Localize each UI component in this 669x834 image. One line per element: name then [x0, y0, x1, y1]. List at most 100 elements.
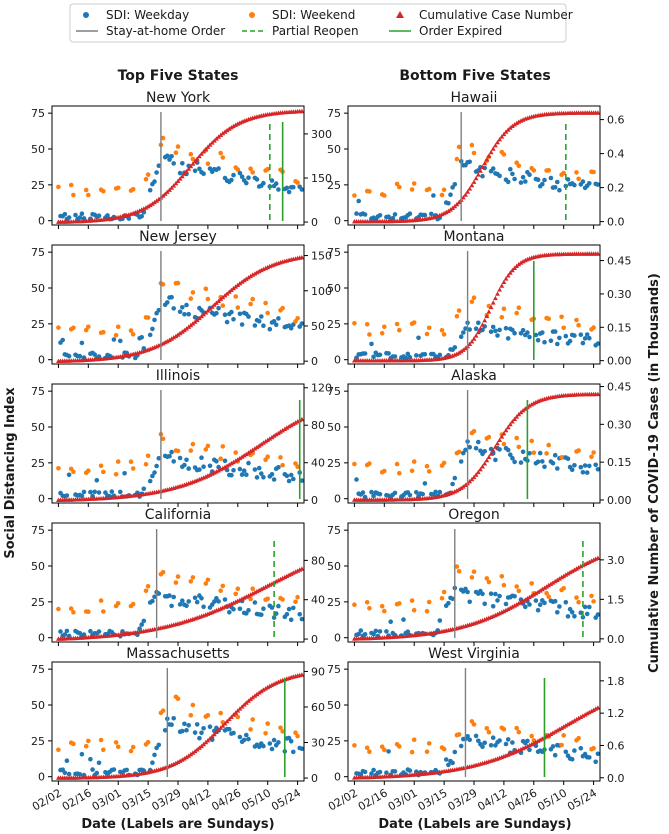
weekend-point — [529, 733, 534, 739]
weekend-point — [113, 332, 119, 338]
case-point — [482, 318, 488, 323]
weekend-point — [145, 453, 151, 459]
weekday-point — [154, 463, 159, 469]
weekday-point — [467, 159, 473, 165]
weekday-point — [201, 464, 206, 470]
weekday-point — [244, 732, 249, 738]
weekend-point — [145, 584, 151, 589]
weekend-point — [471, 295, 477, 301]
weekday-point — [239, 322, 245, 327]
weekday-point — [171, 306, 176, 311]
sdi-tick-label: 50 — [31, 282, 45, 295]
weekend-point — [426, 741, 432, 746]
weekday-point — [184, 302, 189, 308]
weekday-point — [595, 612, 601, 617]
cases-tick-label: 0.6 — [607, 114, 625, 127]
case-point — [473, 472, 479, 477]
weekend-point — [86, 324, 91, 330]
weekday-point — [587, 463, 592, 469]
case-point — [473, 333, 479, 338]
weekday-point — [276, 316, 281, 321]
weekend-point — [203, 447, 209, 452]
case-point — [456, 199, 462, 205]
cases-tick-label: 80 — [311, 554, 325, 567]
weekday-point — [169, 722, 174, 727]
weekend-point — [531, 450, 537, 456]
weekday-point — [152, 179, 157, 184]
cases-tick-label: 0 — [311, 772, 318, 785]
weekday-point — [167, 157, 172, 162]
weekend-point — [501, 582, 507, 588]
weekday-point — [527, 451, 532, 456]
cases-tick-label: 40 — [311, 457, 325, 470]
weekday-point — [493, 328, 498, 334]
weekend-point — [130, 187, 136, 192]
weekday-point — [197, 166, 202, 172]
weekday-point — [533, 332, 539, 338]
weekday-point — [510, 740, 515, 745]
x-tick-label: 05/24 — [269, 786, 303, 813]
case-point — [456, 350, 462, 355]
weekday-point — [452, 475, 458, 481]
weekday-point — [572, 333, 577, 338]
case-point — [184, 326, 189, 331]
weekday-point — [60, 337, 65, 343]
weekend-point — [367, 189, 372, 194]
case-point — [250, 447, 256, 452]
weekday-point — [446, 201, 451, 206]
weekday-point — [465, 734, 470, 739]
case-point — [531, 592, 537, 597]
panel-california: California 0 25 50 75 0 40 80 — [31, 507, 325, 646]
weekend-point — [484, 726, 490, 731]
column-title-bottom: Bottom Five States — [399, 68, 550, 84]
panel-title: California — [145, 507, 211, 523]
weekday-point — [182, 721, 187, 727]
weekend-point — [471, 150, 477, 156]
weekend-point — [514, 435, 519, 441]
weekday-point — [360, 490, 366, 495]
weekend-point — [265, 596, 271, 602]
weekday-point — [446, 600, 451, 606]
weekday-point — [150, 326, 155, 332]
panel-title: Montana — [443, 229, 504, 245]
case-point — [516, 119, 522, 124]
weekday-point — [216, 305, 221, 311]
weekday-point — [244, 472, 249, 478]
weekend-point — [71, 741, 76, 747]
weekday-point — [90, 767, 95, 772]
weekend-point — [86, 468, 91, 474]
weekday-point — [269, 746, 275, 752]
case-point — [484, 313, 490, 319]
weekday-point — [555, 179, 560, 185]
weekday-point — [261, 180, 266, 186]
weekday-point — [81, 216, 87, 221]
weekend-point — [220, 303, 226, 308]
weekday-point — [390, 216, 396, 221]
weekday-point — [520, 327, 526, 333]
case-point — [503, 427, 509, 433]
weekday-point — [150, 760, 155, 765]
case-point — [263, 686, 268, 691]
weekday-point — [261, 606, 266, 611]
case-point — [216, 468, 221, 473]
weekday-point — [92, 489, 97, 495]
weekday-point — [273, 322, 279, 328]
weekend-point — [397, 327, 402, 333]
panel-hawaii: Hawaii 0 25 50 75 0.0 0.2 0.4 0.6 — [327, 90, 625, 229]
weekday-point — [109, 489, 115, 494]
weekday-point — [510, 171, 515, 177]
panel-title: Oregon — [448, 507, 499, 523]
weekend-point — [188, 296, 194, 301]
weekday-point — [493, 591, 498, 597]
case-point — [222, 129, 228, 134]
weekday-point — [565, 177, 571, 182]
case-point — [569, 719, 575, 724]
cases-tick-label: 0.0 — [607, 772, 625, 785]
weekday-point — [273, 181, 279, 186]
weekend-point — [574, 317, 579, 323]
case-point — [480, 164, 485, 169]
weekend-point — [160, 282, 166, 287]
case-point — [288, 422, 294, 428]
panel-title: New York — [146, 90, 211, 106]
